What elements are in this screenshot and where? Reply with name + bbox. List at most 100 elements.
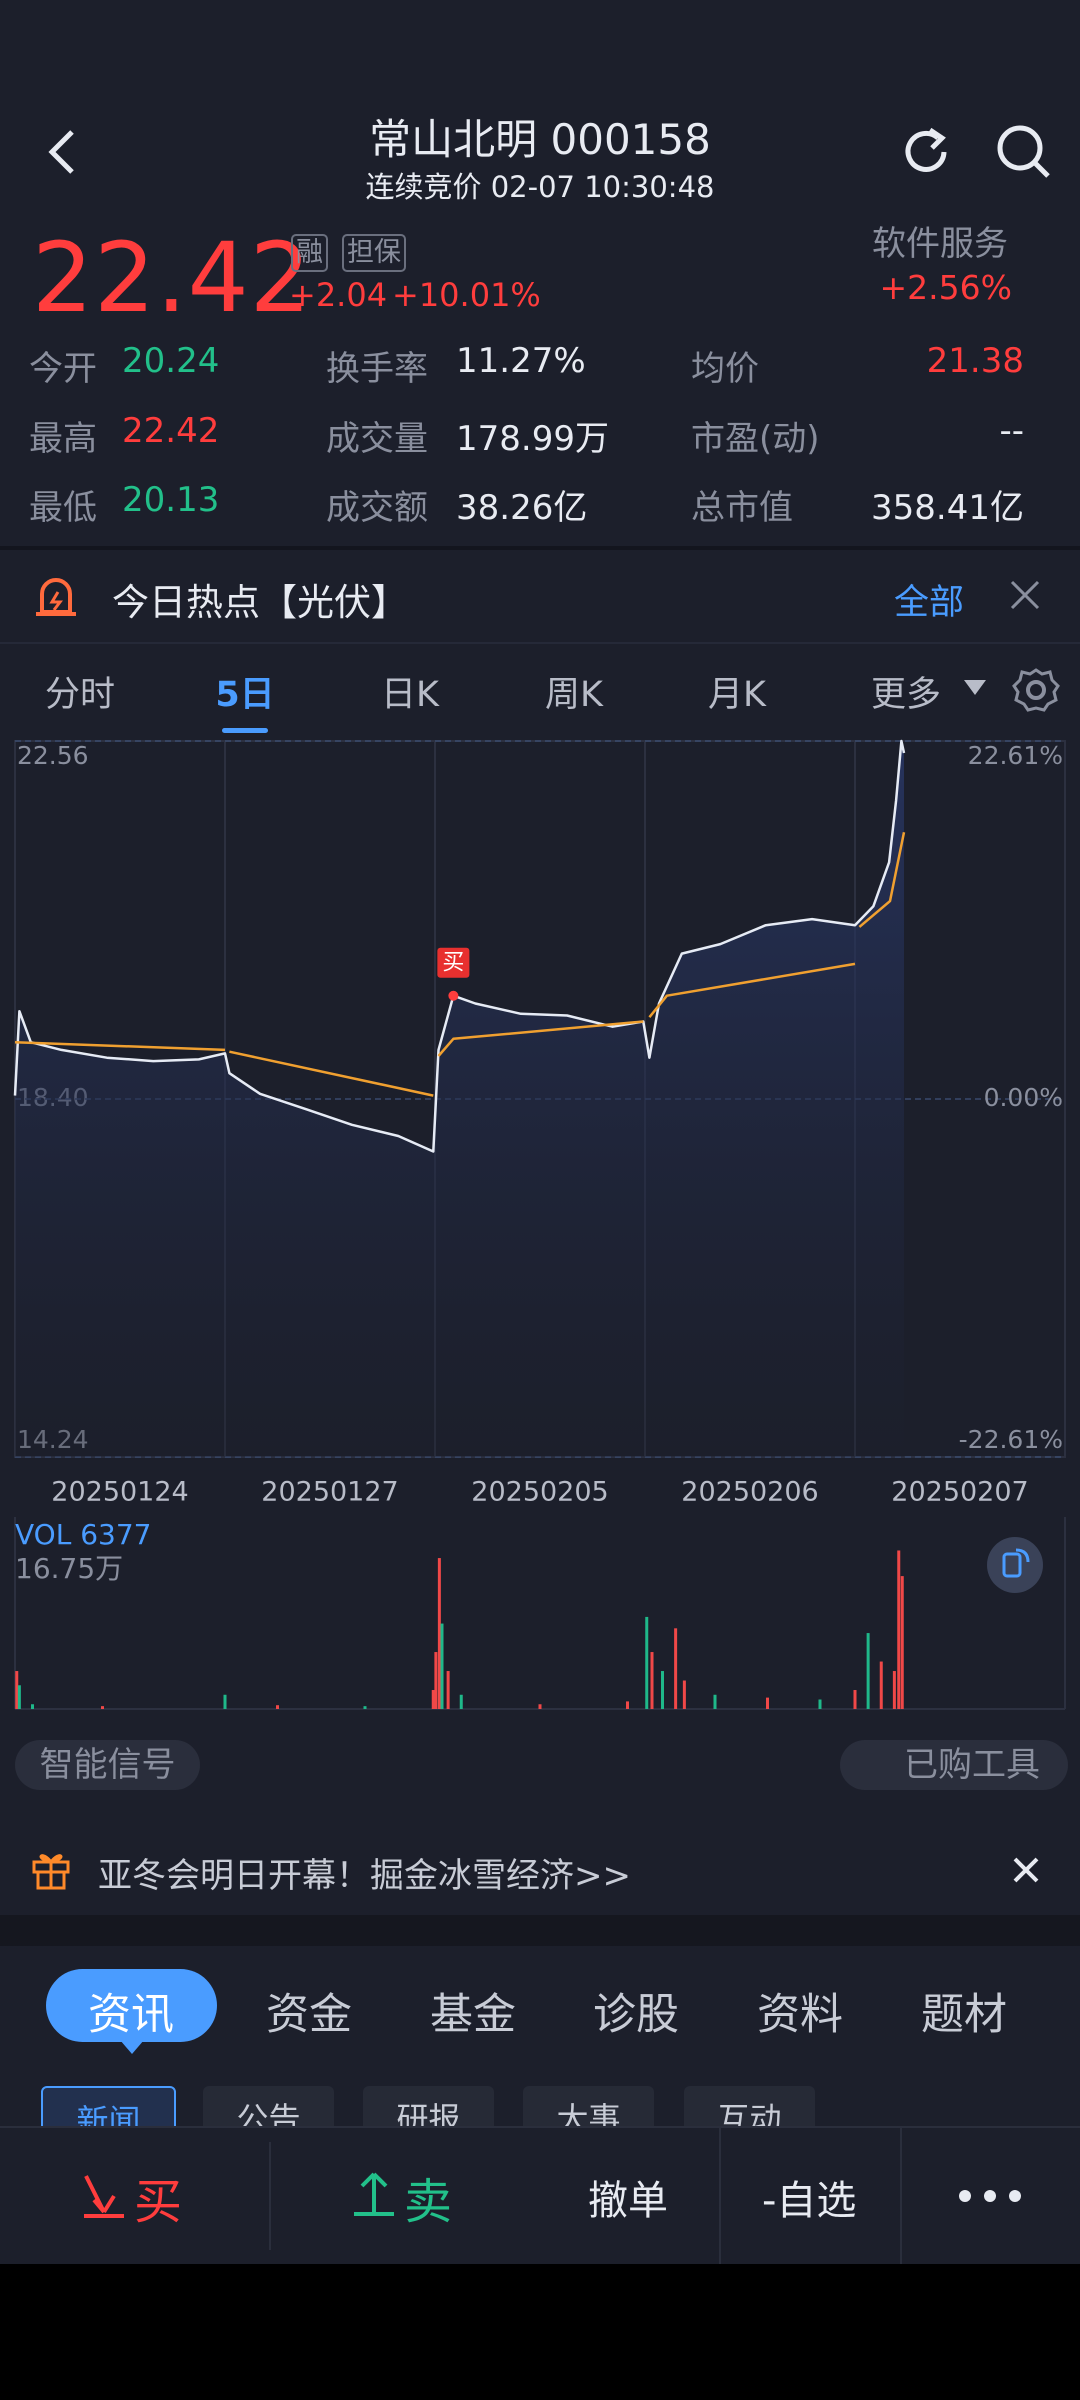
volume-bar [766, 1697, 769, 1709]
x-tick-label: 20250127 [261, 1477, 398, 1508]
info-tab[interactable]: 基金 [430, 1990, 516, 2040]
x-tick-label: 20250206 [681, 1477, 818, 1508]
volume-tick-label: 16.75万 [15, 1552, 123, 1585]
volume-bar [15, 1671, 19, 1709]
period-tab[interactable]: 月K [708, 675, 766, 715]
tab-pill [46, 1969, 217, 2042]
badge: 担保 [342, 234, 406, 272]
average-line [14, 831, 906, 1097]
y2-tick-label: -22.61% [959, 1425, 1063, 1454]
change-pct: +10.01% [392, 276, 541, 314]
info-tab[interactable]: 资料 [757, 1990, 843, 2040]
close-hot[interactable] [1008, 578, 1042, 612]
close-banner[interactable] [1012, 1856, 1040, 1884]
stat-label: 今开 [29, 349, 97, 389]
volume-bar [434, 1652, 438, 1709]
volume-bar [650, 1652, 654, 1709]
cancel-button[interactable]: 撤单 [588, 2178, 668, 2224]
divider [0, 642, 1080, 644]
y2-tick-label: 0.00% [984, 1083, 1063, 1112]
volume-bar [879, 1661, 883, 1709]
price: 22.42 [32, 222, 312, 334]
stat-value: 358.41亿 [871, 488, 1024, 528]
volume-bar [853, 1690, 857, 1709]
sell-icon [354, 2172, 394, 2216]
separator [900, 2128, 902, 2264]
y2-tick-label: 22.61% [968, 741, 1063, 770]
stat-label: 最高 [29, 419, 97, 459]
stat-value: 11.27% [456, 341, 586, 381]
refresh-button[interactable] [898, 124, 954, 180]
period-tab[interactable]: 日K [381, 675, 439, 715]
stat-label: 成交量 [326, 419, 428, 459]
subtitle: 连续竞价 02-07 10:30:48 [365, 170, 715, 204]
volume-bar [446, 1671, 450, 1709]
volume-bar [900, 1576, 904, 1709]
divider [0, 546, 1080, 550]
info-tab[interactable]: 资讯 [88, 1990, 174, 2040]
app-screen: 买卖撤单 -自选 20250124 20250127 20250205 20250206… [0, 0, 1080, 2264]
hot-label: 今日热点【光伏】 [112, 581, 408, 624]
info-tab[interactable]: 资金 [266, 1990, 352, 2040]
buy-icon [84, 2175, 124, 2218]
volume-bar [866, 1633, 870, 1709]
sector[interactable]: 软件服务 [872, 224, 1008, 264]
tab-underline [222, 728, 268, 733]
price-area [15, 741, 904, 1457]
stat-value: 21.38 [926, 341, 1024, 381]
signal-button[interactable]: 智能信号 [15, 1740, 200, 1790]
buy-tag [437, 947, 470, 978]
stat-value: 22.42 [122, 411, 220, 451]
volume-bar [223, 1694, 227, 1709]
x-tick-label: 20250205 [471, 1477, 608, 1508]
volume-bar [17, 1685, 21, 1709]
info-tab[interactable]: 题材 [921, 1990, 1007, 2040]
period-tab[interactable]: 分时 [44, 675, 115, 715]
change: +2.04 [289, 276, 388, 314]
stat-label: 成交额 [326, 488, 428, 528]
sell-button[interactable]: 卖 [404, 2174, 453, 2230]
volume-bar [431, 1690, 435, 1709]
buy-point [448, 990, 459, 1001]
rotate-button[interactable] [986, 1536, 1044, 1594]
watchlist-button[interactable]: -自选 [762, 2178, 857, 2224]
volume-bar [363, 1706, 367, 1709]
volume-bar [682, 1680, 686, 1709]
dropdown-arrow [964, 680, 986, 695]
stat-label: 均价 [691, 349, 759, 389]
y-tick-label: 22.56 [17, 741, 89, 770]
buy-tag-label: 买 [442, 951, 464, 976]
more-button[interactable] [955, 2186, 1025, 2206]
buy-button[interactable]: 买 [134, 2174, 183, 2230]
volume-bar [101, 1706, 104, 1709]
stat-value: 20.24 [122, 341, 220, 381]
period-tab[interactable]: 周K [545, 675, 603, 715]
bought-button[interactable]: 已购工具 [840, 1740, 1068, 1790]
title: 常山北明 000158 [369, 115, 711, 164]
stat-label: 市盈(动) [691, 419, 820, 459]
banner[interactable]: 亚冬会明日开幕！掘金冰雪经济>> [98, 1856, 631, 1896]
volume-bar [897, 1550, 901, 1709]
volume-bar [661, 1671, 664, 1709]
info-tab[interactable]: 诊股 [593, 1990, 679, 2040]
volume-bar [626, 1701, 629, 1709]
hot-all[interactable]: 全部 [893, 583, 964, 623]
search-button[interactable] [994, 122, 1054, 182]
divider [0, 1915, 1080, 1946]
volume-bar [31, 1704, 34, 1709]
x-tick-label: 20250124 [51, 1477, 188, 1508]
period-tab[interactable]: 更多 [870, 675, 941, 715]
settings-button[interactable] [1012, 666, 1060, 714]
back-button[interactable] [40, 126, 84, 178]
period-tab[interactable]: 5日 [215, 675, 275, 715]
tab-pill-tip [120, 2040, 144, 2054]
volume-label: VOL 6377 [15, 1518, 151, 1551]
badge: 融 [291, 234, 328, 272]
stat-value: 38.26亿 [456, 488, 588, 528]
stat-value: 20.13 [122, 480, 220, 520]
separator [719, 2128, 721, 2264]
hot-icon [36, 578, 76, 616]
stat-value: 178.99万 [456, 419, 609, 459]
volume-bar [459, 1694, 463, 1709]
volume-bar [674, 1628, 678, 1709]
